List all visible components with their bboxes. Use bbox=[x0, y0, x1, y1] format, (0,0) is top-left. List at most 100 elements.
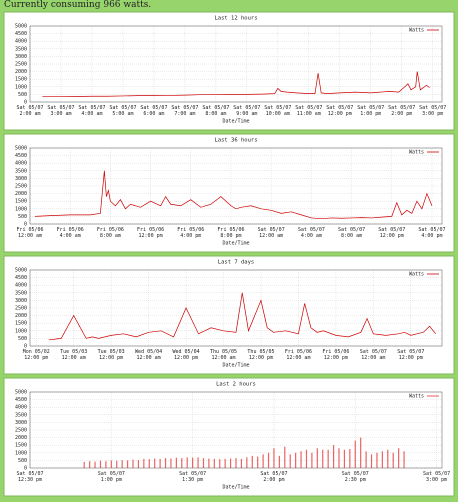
bar bbox=[159, 458, 161, 468]
bar bbox=[403, 451, 405, 468]
x-axis-label: Date/Time bbox=[222, 485, 249, 491]
bar bbox=[164, 458, 167, 468]
y-tick-label: 4000 bbox=[15, 405, 27, 411]
x-tick-label: Sat 05/07 5:00 am bbox=[109, 105, 136, 117]
y-tick-label: 2000 bbox=[15, 435, 27, 441]
x-tick-label: Sat 05/07 8:00 am bbox=[202, 105, 229, 117]
y-tick-label: 2500 bbox=[15, 306, 27, 312]
bar bbox=[338, 448, 340, 468]
bar bbox=[278, 455, 280, 468]
y-tick-label: 2000 bbox=[15, 191, 27, 197]
x-tick-label: Fri 05/06 12:00 pm bbox=[137, 227, 164, 239]
y-tick-label: 500 bbox=[18, 92, 27, 98]
data-line bbox=[42, 71, 430, 98]
bar bbox=[343, 449, 346, 468]
legend-label: Watts bbox=[409, 28, 424, 34]
bar bbox=[94, 461, 96, 468]
bar bbox=[208, 458, 210, 468]
y-tick-label: 4500 bbox=[15, 31, 27, 37]
bar bbox=[257, 456, 259, 468]
x-axis-label: Date/Time bbox=[222, 363, 249, 369]
x-tick-label: Fri 05/06 4:00 pm bbox=[177, 227, 204, 239]
bar bbox=[219, 459, 221, 468]
y-tick-label: 0 bbox=[24, 100, 27, 106]
x-tick-label: Sat 05/07 9:00 am bbox=[233, 105, 260, 117]
bar bbox=[181, 458, 183, 468]
bar bbox=[148, 459, 150, 468]
x-tick-label: Sat 05/07 6:00 am bbox=[140, 105, 167, 117]
y-tick-label: 1500 bbox=[15, 199, 27, 205]
bar bbox=[202, 458, 205, 468]
x-tick-label: Sat 05/07 12:00 am bbox=[258, 227, 285, 239]
x-tick-label: Sat 05/07 2:30 pm bbox=[342, 471, 369, 483]
x-tick-label: Sat 05/07 2:00 pm bbox=[388, 105, 415, 117]
x-tick-label: Sat 05/07 12:00 am bbox=[360, 349, 387, 361]
y-tick-label: 500 bbox=[18, 458, 27, 464]
legend-label: Watts bbox=[409, 150, 424, 156]
bar bbox=[197, 457, 199, 468]
x-tick-label: Fri 05/06 12:00 am bbox=[16, 227, 43, 239]
y-tick-label: 3000 bbox=[15, 54, 27, 60]
bar bbox=[251, 455, 253, 468]
chart-title: Last 36 hours bbox=[214, 138, 257, 144]
y-tick-label: 1500 bbox=[15, 321, 27, 327]
bar bbox=[192, 457, 194, 468]
panel bbox=[3, 133, 455, 253]
y-tick-label: 3000 bbox=[15, 176, 27, 182]
x-tick-label: Sat 05/07 3:00 pm bbox=[419, 105, 446, 117]
y-tick-label: 3500 bbox=[15, 290, 27, 296]
plot-frame bbox=[29, 269, 443, 347]
y-tick-label: 4500 bbox=[15, 275, 27, 281]
bar bbox=[381, 451, 383, 468]
bar bbox=[229, 458, 232, 468]
y-tick-label: 500 bbox=[18, 336, 27, 342]
y-tick-label: 1500 bbox=[15, 443, 27, 449]
bar bbox=[224, 458, 226, 468]
chart-title: Last 7 days bbox=[218, 260, 254, 266]
bar bbox=[235, 458, 237, 468]
bar bbox=[132, 459, 134, 468]
x-tick-label: Sat 05/07 12:00 pm bbox=[326, 105, 353, 117]
y-tick-label: 3500 bbox=[15, 168, 27, 174]
y-tick-label: 1000 bbox=[15, 328, 27, 334]
chart-title: Last 12 hours bbox=[214, 16, 257, 22]
bar bbox=[349, 449, 351, 468]
bar bbox=[289, 454, 291, 468]
x-tick-label: Sat 05/07 2:00 am bbox=[16, 105, 43, 117]
bar bbox=[316, 448, 318, 468]
x-tick-label: Fri 05/06 8:00 am bbox=[97, 227, 124, 239]
x-tick-label: Sat 05/07 1:00 pm bbox=[357, 105, 384, 117]
x-tick-label: Wed 05/04 12:00 am bbox=[135, 349, 162, 361]
bar bbox=[387, 449, 389, 468]
bar bbox=[354, 440, 356, 468]
y-tick-label: 500 bbox=[18, 214, 27, 220]
x-tick-label: Sat 05/07 8:00 am bbox=[338, 227, 365, 239]
x-tick-label: Fri 05/06 4:00 am bbox=[57, 227, 84, 239]
data-line bbox=[48, 292, 437, 341]
bar bbox=[213, 458, 215, 468]
bar bbox=[327, 449, 329, 468]
y-tick-label: 2000 bbox=[15, 69, 27, 75]
y-tick-label: 2500 bbox=[15, 184, 27, 190]
y-tick-label: 3000 bbox=[15, 298, 27, 304]
data-line bbox=[35, 170, 433, 220]
plot-frame bbox=[29, 147, 443, 225]
bar bbox=[370, 454, 373, 468]
panel bbox=[3, 11, 455, 131]
chart-title: Last 2 hours bbox=[216, 382, 256, 388]
plot-frame bbox=[29, 25, 443, 103]
y-tick-label: 2000 bbox=[15, 313, 27, 319]
y-tick-label: 2500 bbox=[15, 428, 27, 434]
y-tick-label: 0 bbox=[24, 466, 27, 472]
x-tick-label: Fri 05/06 12:00 pm bbox=[322, 349, 349, 361]
bar bbox=[322, 449, 324, 468]
y-tick-label: 5000 bbox=[15, 268, 27, 274]
x-tick-label: Fri 05/06 8:00 pm bbox=[217, 227, 244, 239]
bar bbox=[121, 460, 123, 468]
x-tick-label: Sat 05/07 3:00 am bbox=[47, 105, 74, 117]
bar bbox=[143, 458, 145, 468]
bar bbox=[262, 454, 264, 468]
x-tick-label: Wed 05/04 12:00 pm bbox=[173, 349, 200, 361]
x-tick-label: Mon 05/02 12:00 pm bbox=[23, 349, 50, 361]
